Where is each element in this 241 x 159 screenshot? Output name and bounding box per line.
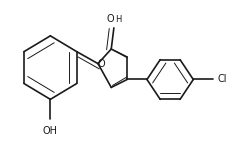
Text: O: O [107, 14, 114, 24]
Text: H: H [115, 15, 121, 24]
Text: O: O [98, 59, 105, 69]
Text: Cl: Cl [217, 75, 227, 84]
Text: OH: OH [43, 126, 58, 136]
